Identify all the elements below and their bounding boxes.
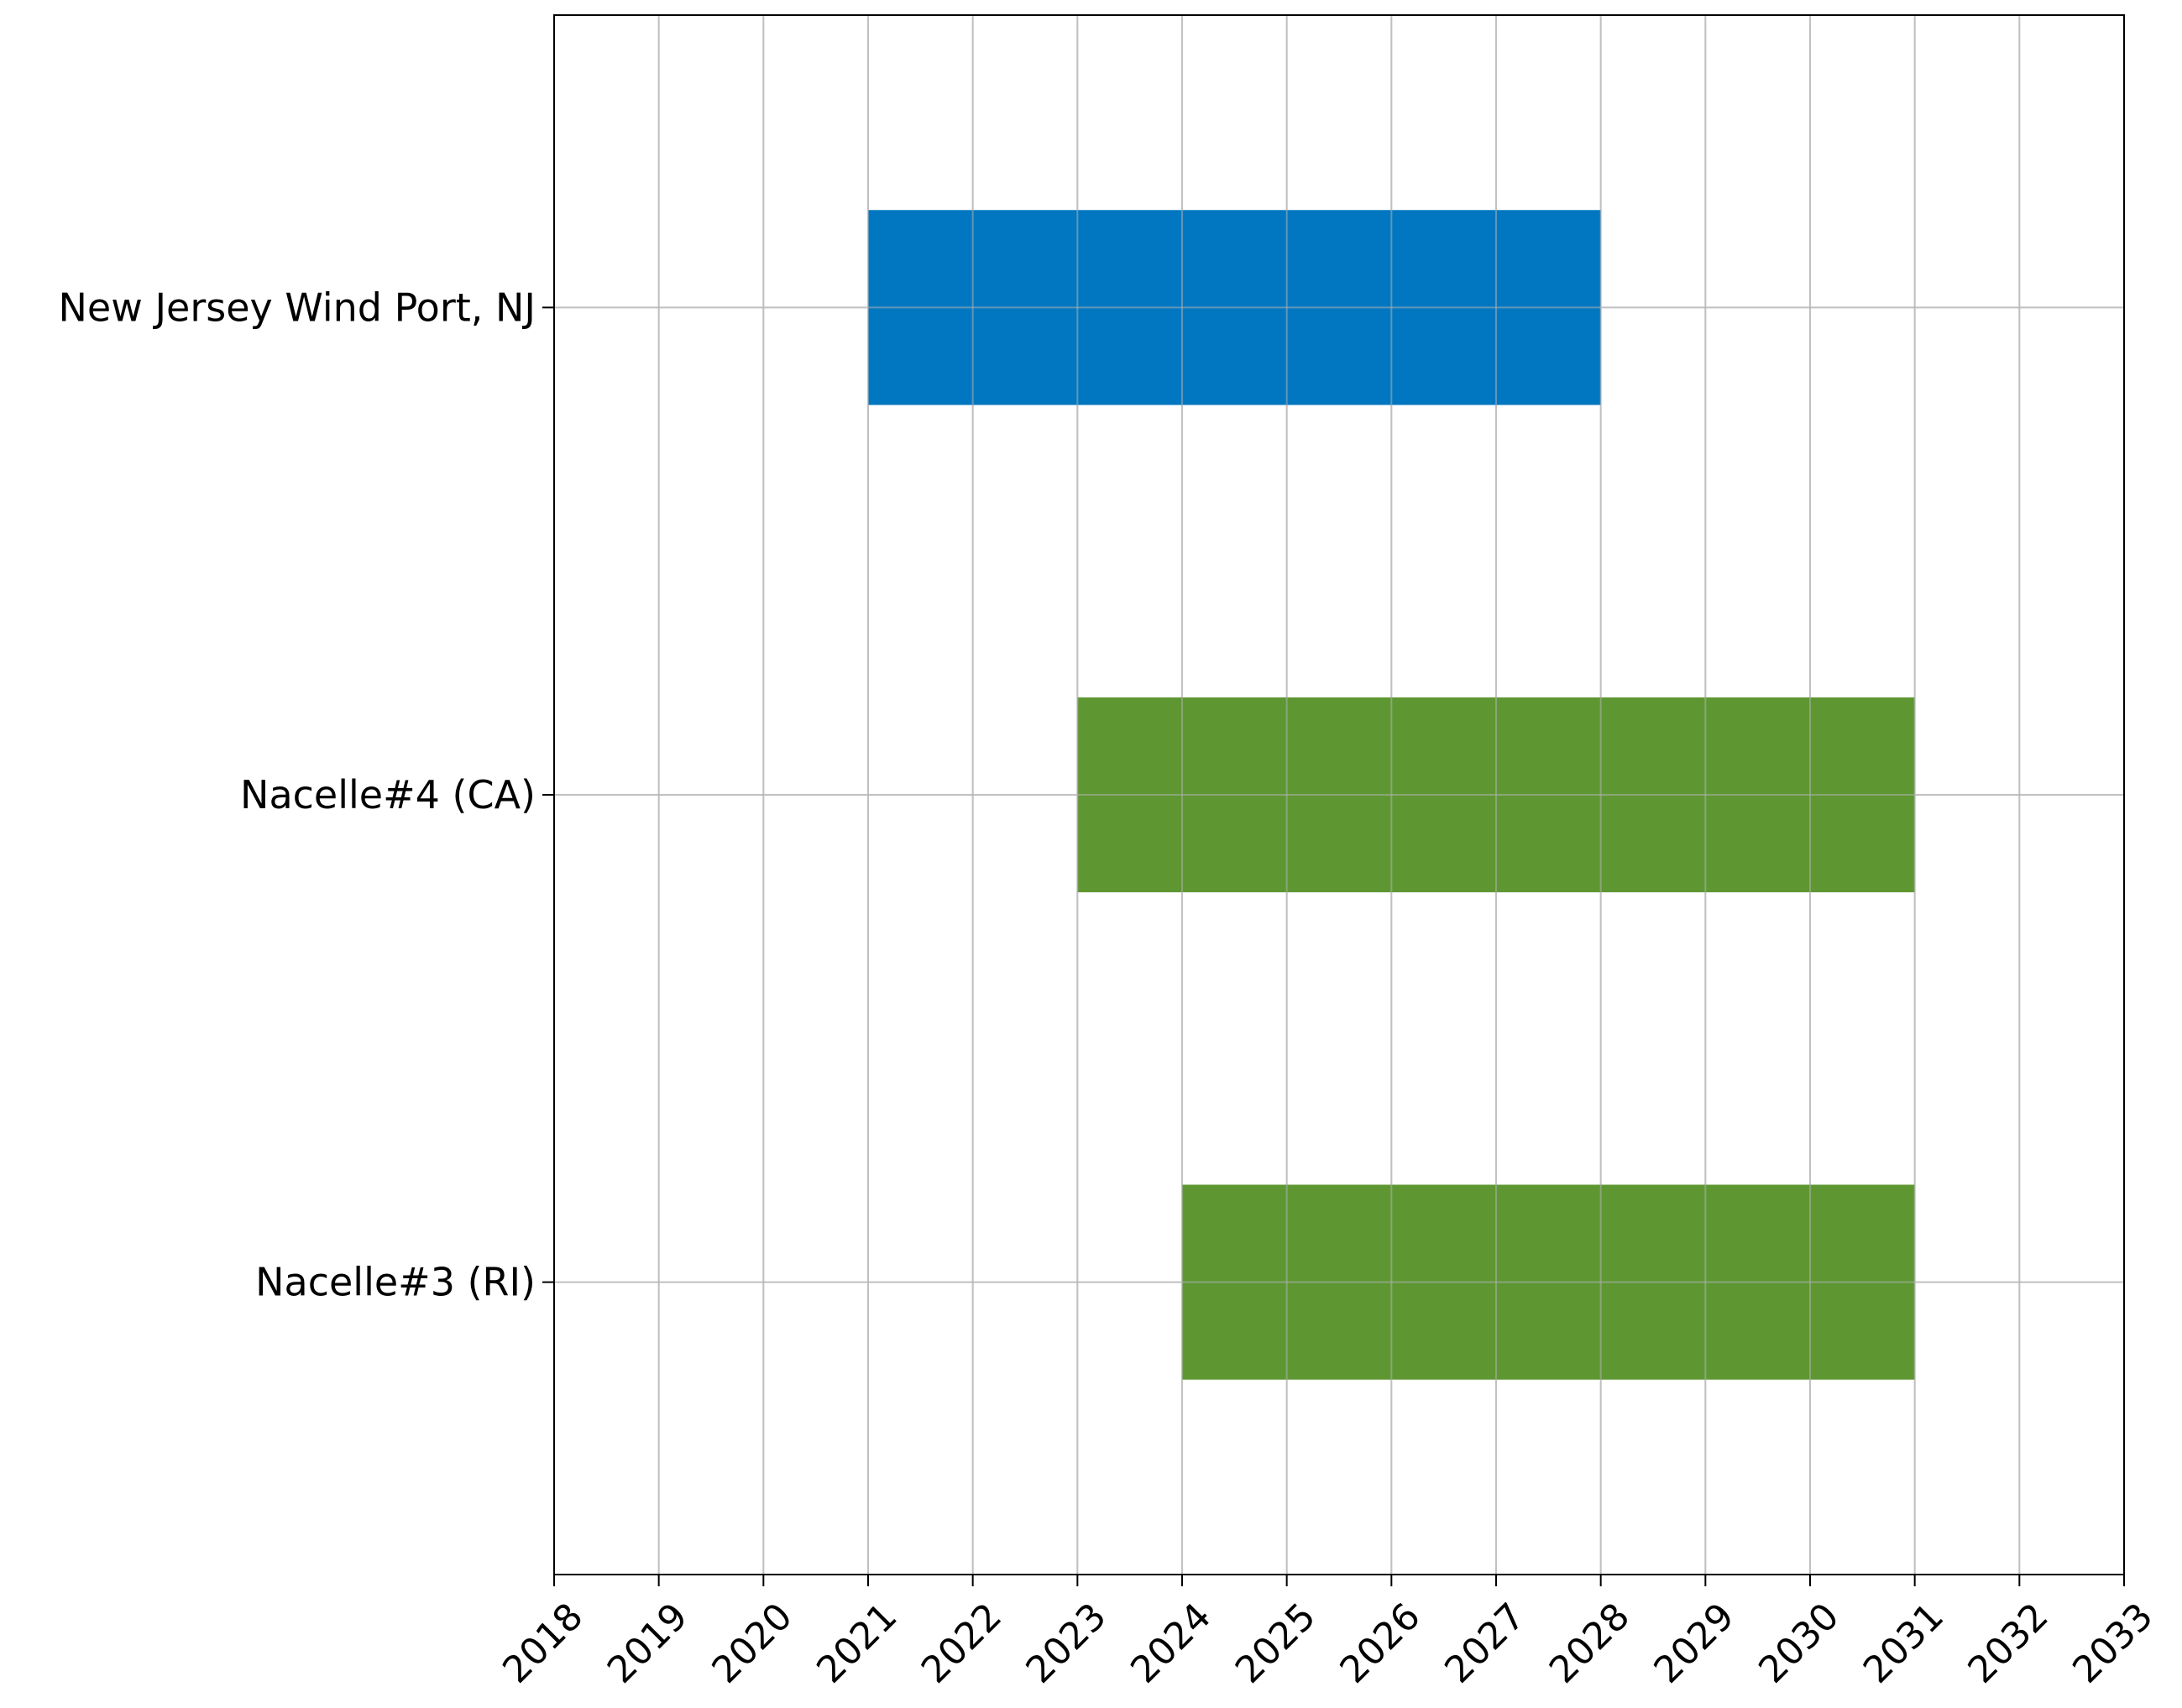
x-tick-label: 2019 xyxy=(599,1595,696,1691)
y-tick-label: Nacelle#3 (RI) xyxy=(255,1260,536,1305)
x-tick-label: 2028 xyxy=(1541,1595,1638,1691)
x-tick-label: 2018 xyxy=(494,1595,591,1691)
x-tick-label: 2030 xyxy=(1750,1595,1847,1691)
x-tick-label: 2023 xyxy=(1018,1595,1114,1691)
x-tick-label: 2025 xyxy=(1227,1595,1324,1691)
x-tick-label: 2021 xyxy=(808,1595,905,1691)
x-tick-label: 2031 xyxy=(1855,1595,1952,1691)
y-tick-label: New Jersey Wind Port, NJ xyxy=(59,285,536,330)
y-tick-label: Nacelle#4 (CA) xyxy=(240,772,536,817)
x-tick-label: 2020 xyxy=(704,1595,800,1691)
x-tick-label: 2029 xyxy=(1646,1595,1742,1691)
x-tick-label: 2026 xyxy=(1332,1595,1428,1691)
x-tick-label: 2027 xyxy=(1436,1595,1533,1691)
tick-layer xyxy=(542,306,2125,1586)
x-tick-label: 2033 xyxy=(2064,1595,2161,1691)
x-tick-label: 2024 xyxy=(1122,1595,1219,1691)
x-tick-label: 2022 xyxy=(913,1595,1010,1691)
label-layer: 2018 2019 2020 2021 2022 2023 2024 2025 2026 2027… xyxy=(59,285,2162,1691)
x-tick-label: 2032 xyxy=(1960,1595,2056,1691)
